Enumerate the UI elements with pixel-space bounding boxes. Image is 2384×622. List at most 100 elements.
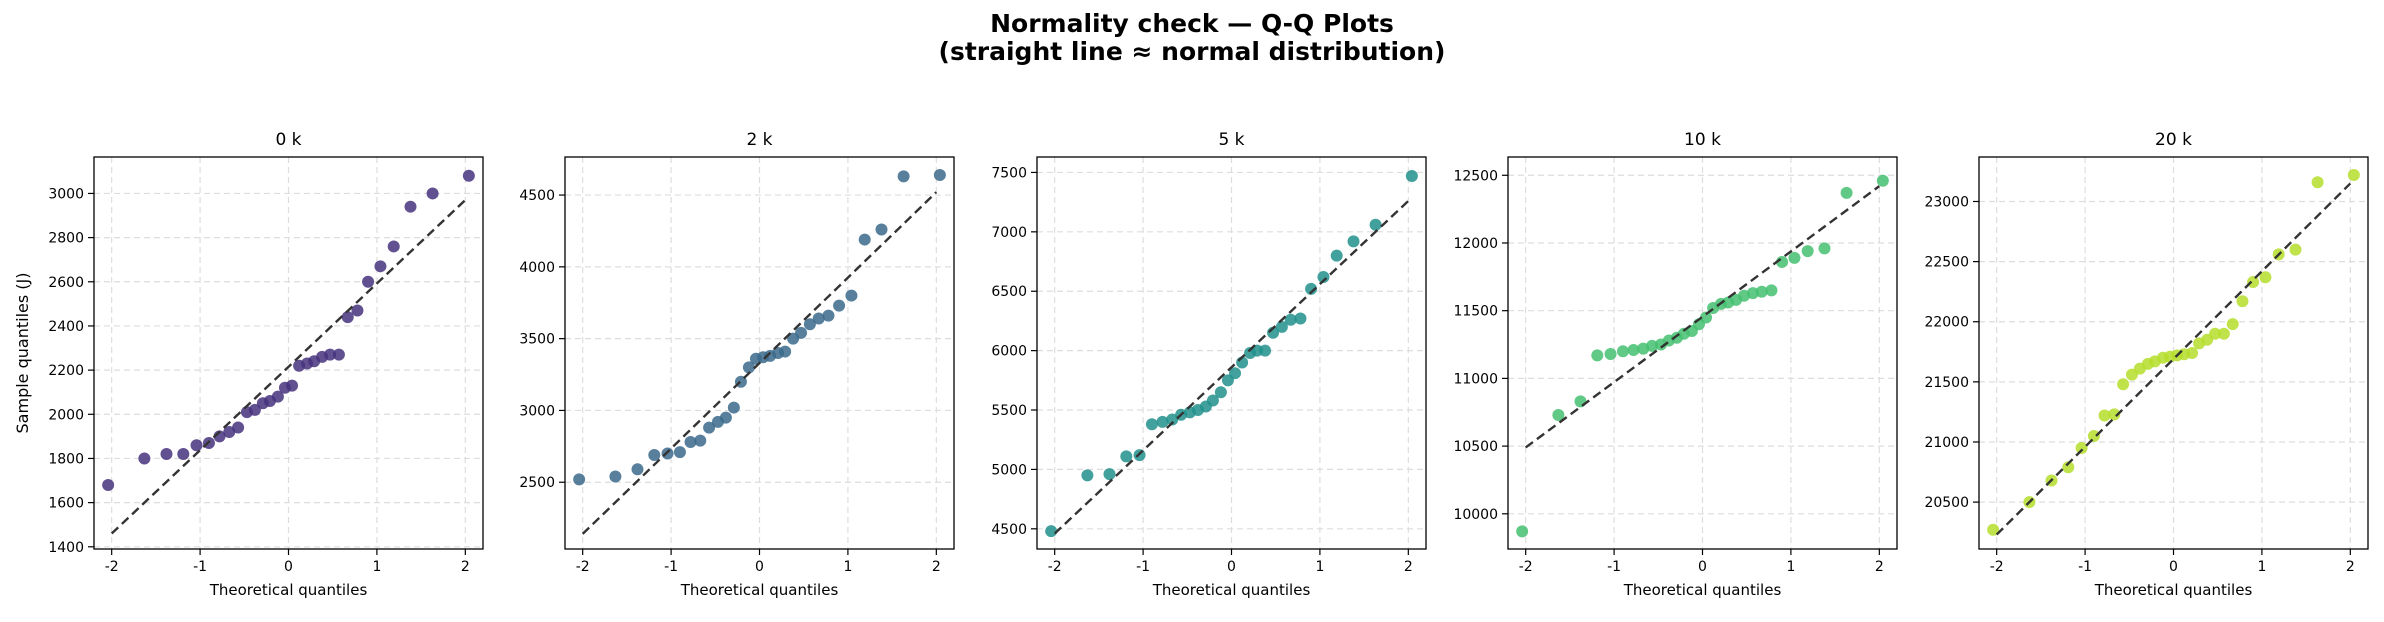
subplot: -2 -1 0 1 2 10000 10500 11000 11500 12000 12500 10 … [1453,130,1898,599]
point [1765,284,1778,297]
point [1206,394,1219,407]
point [1604,348,1617,361]
point [1616,345,1629,358]
point [1516,525,1529,538]
point [2236,295,2249,308]
point [2098,409,2111,422]
point [2117,378,2130,391]
reference-line [110,199,467,535]
point [2062,461,2075,474]
subplot: -2 -1 0 1 2 4500 5000 5500 6000 6500 7000 7500 5 k Th… [991,130,1427,599]
point [1700,311,1713,324]
subplot-title: 0 k [275,130,301,150]
point [177,448,190,461]
y-tick-label: 6500 [991,284,1027,300]
reference-line [1524,185,1881,449]
x-axis-label: Theoretical quantiles [680,581,839,599]
axes-frame [93,156,484,550]
point [875,223,888,236]
y-tick-label: 2400 [48,319,84,335]
point [742,361,755,374]
point [223,425,236,438]
point [1166,413,1179,426]
point [933,168,946,181]
y-axis-label: Sample quantiles (J) [13,273,32,434]
point [462,169,475,182]
y-tick-label: 2200 [48,363,84,379]
point [1801,245,1814,258]
subplot-title: 20 k [2155,130,2192,150]
x-tick-label: 2 [1875,559,1884,575]
point [897,170,910,183]
y-tick-label: 12500 [1453,168,1498,184]
point [232,421,245,434]
point [1317,270,1330,283]
point [1347,235,1360,248]
x-tick-label: 2 [932,559,941,575]
x-tick-label: 0 [2169,559,2178,575]
y-tick-label: 3000 [48,186,84,202]
x-tick-label: -2 [576,559,590,575]
figure-title: Normality check — Q-Q Plots (straight li… [938,9,1446,66]
point [1840,186,1853,199]
point [387,240,400,253]
y-tick-label: 10000 [1453,507,1498,523]
point [1369,218,1382,231]
point [351,304,364,317]
point [1103,468,1116,481]
reference-line [1053,200,1410,535]
point [694,434,707,447]
y-tick-label: 12000 [1453,236,1498,252]
y-tick-label: 4000 [519,260,555,276]
y-tick-label: 20500 [1924,495,1969,511]
y-tick-label: 23000 [1924,194,1969,210]
point [1552,408,1565,421]
axes-frame [564,156,955,550]
point [2259,271,2272,284]
y-tick-label: 2800 [48,231,84,247]
point [160,448,173,461]
x-tick-label: 0 [284,559,293,575]
axes-frame [1507,156,1898,550]
subplot: -2 -1 0 1 2 20500 21000 21500 22000 22500 23000 20 … [1924,130,2369,599]
point [1305,282,1318,295]
y-tick-label: 11000 [1453,371,1498,387]
y-tick-label: 1600 [48,496,84,512]
point [2108,408,2121,421]
x-axis-label: Theoretical quantiles [2094,581,2253,599]
y-tick-label: 21000 [1924,435,1969,451]
x-tick-label: 1 [1786,559,1795,575]
y-tick-label: 7000 [991,225,1027,241]
point [1405,170,1418,183]
x-axis-label: Theoretical quantiles [1623,581,1782,599]
point [2226,318,2239,331]
point [102,478,115,491]
point [673,446,686,459]
point [1574,395,1587,408]
subplot-title: 10 k [1684,130,1721,150]
point [1214,386,1227,399]
point [812,312,825,325]
y-tick-label: 1800 [48,451,84,467]
x-axis-label: Theoretical quantiles [209,581,368,599]
y-tick-label: 21500 [1924,375,1969,391]
point [1229,367,1242,380]
point [631,463,644,476]
point [719,411,732,424]
x-tick-label: -2 [1048,559,1062,575]
point [1259,344,1272,357]
x-tick-label: 2 [1404,559,1413,575]
y-tick-label: 22500 [1924,255,1969,271]
x-tick-label: 2 [461,559,470,575]
point [1145,418,1158,431]
axes-frame [1036,156,1427,550]
subplot-title: 2 k [746,130,772,150]
x-axis-label: Theoretical quantiles [1152,581,1311,599]
y-tick-label: 22000 [1924,315,1969,331]
point [1746,287,1759,300]
point [1876,174,1889,187]
x-tick-label: -2 [105,559,119,575]
point [703,421,716,434]
